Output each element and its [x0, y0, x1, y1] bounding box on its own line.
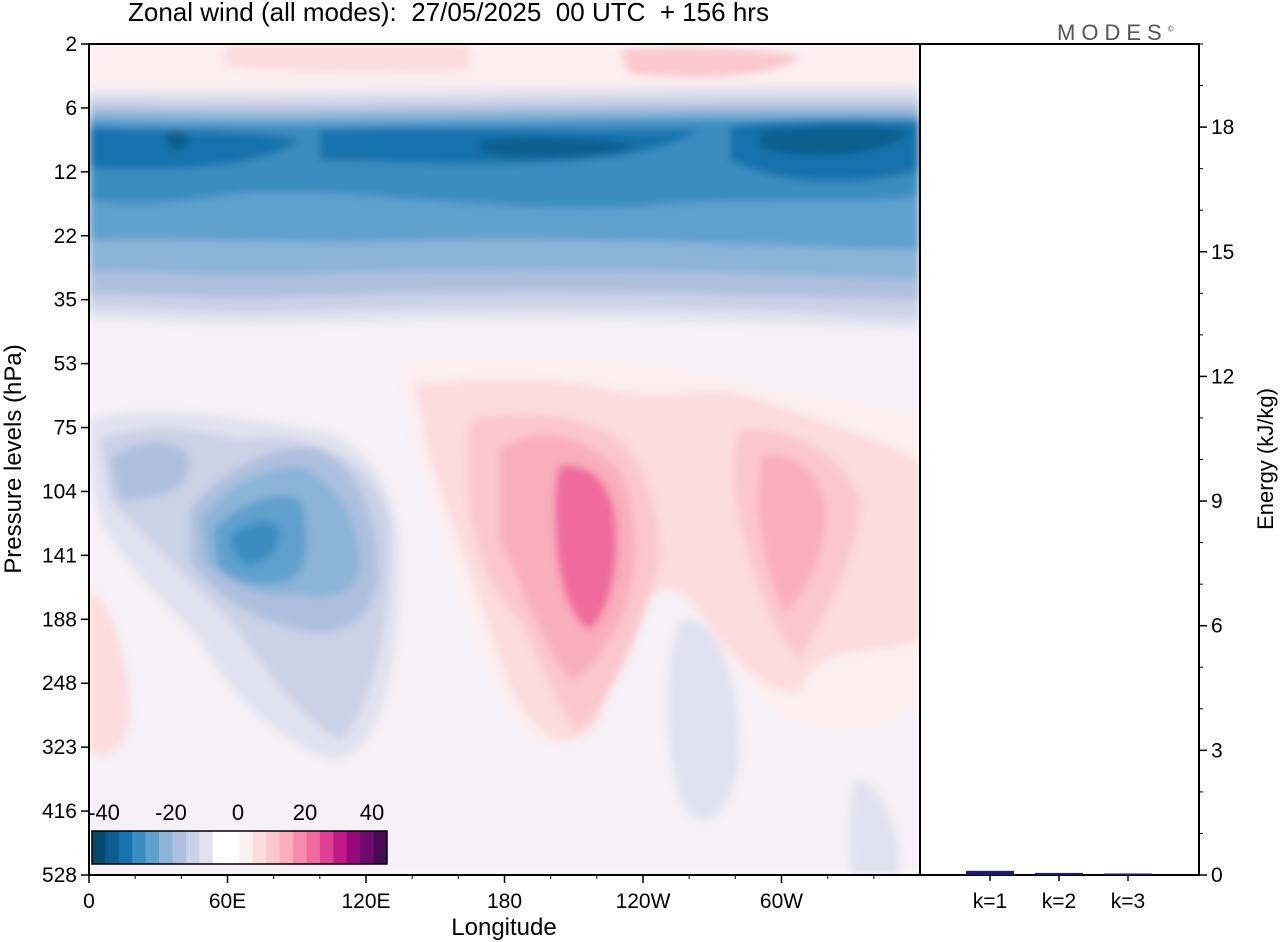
y-tick-label: 22	[54, 225, 77, 248]
colorbar-swatch	[306, 831, 321, 864]
x-tick-label: 120E	[341, 890, 390, 913]
colorbar-swatch	[333, 831, 348, 864]
colorbar-swatch	[360, 831, 375, 864]
y-tick-label: 528	[42, 864, 77, 887]
chart-title: Zonal wind (all modes): 27/05/2025 00 UT…	[128, 0, 769, 27]
colorbar: -40 -20 0 20 40	[88, 800, 388, 865]
colorbar-tick-label: 40	[360, 800, 384, 825]
colorbar-swatch	[105, 831, 120, 864]
x-tick-label: 60W	[760, 890, 803, 913]
energy-panel-frame	[919, 43, 1200, 876]
energy-tick-label: 9	[1211, 490, 1223, 513]
colorbar-frame	[91, 830, 388, 865]
energy-bar	[1035, 872, 1083, 875]
colorbar-swatch	[118, 831, 133, 864]
colorbar-swatch	[293, 831, 308, 864]
colorbar-swatch	[212, 831, 227, 864]
x-tick-label: 120W	[616, 890, 671, 913]
colorbar-tick-label: 20	[293, 800, 317, 825]
y-tick-label: 416	[42, 800, 77, 823]
y-tick-label: 2	[65, 33, 77, 56]
energy-category-label: k=2	[1042, 890, 1076, 913]
x-axis-label: Longitude	[451, 914, 556, 941]
energy-tick-label: 6	[1211, 615, 1223, 638]
y-tick-label: 35	[54, 289, 77, 312]
x-axis: 0 60E 120E 180 120W 60W	[83, 875, 875, 913]
y-tick-label: 6	[65, 97, 77, 120]
energy-axis-label: Energy (kJ/kg)	[1253, 388, 1278, 530]
colorbar-swatch	[132, 831, 147, 864]
y-tick-label: 75	[54, 417, 77, 440]
y-tick-label: 104	[42, 480, 77, 503]
y-tick-label: 53	[54, 353, 77, 376]
colorbar-swatch	[266, 831, 281, 864]
x-tick-label: 180	[487, 890, 522, 913]
colorbar-swatch	[145, 831, 160, 864]
y-axis-label: Pressure levels (hPa)	[0, 344, 27, 573]
y-tick-label: 141	[42, 544, 77, 567]
heatmap-field	[89, 44, 920, 875]
colorbar-swatch	[92, 831, 106, 864]
colorbar-swatch	[319, 831, 334, 864]
y-tick-label: 248	[42, 672, 77, 695]
energy-tick-label: 0	[1211, 864, 1223, 887]
colorbar-tick-label: 0	[232, 800, 244, 825]
energy-tick-label: 3	[1211, 739, 1223, 762]
energy-tick-label: 12	[1211, 365, 1234, 388]
energy-axis: 0 3 6 9 12 15 18	[1199, 43, 1234, 887]
energy-tick-label: 15	[1211, 241, 1234, 264]
colorbar-swatch	[279, 831, 294, 864]
x-tick-label: 60E	[209, 890, 246, 913]
y-tick-label: 188	[42, 608, 77, 631]
colorbar-swatch	[199, 831, 214, 864]
energy-bars: k=1 k=2 k=3	[966, 870, 1152, 913]
y-tick-label: 12	[54, 161, 77, 184]
colorbar-swatch	[346, 831, 361, 864]
modes-logo: MODES©	[1057, 20, 1174, 45]
colorbar-swatch	[172, 831, 187, 864]
energy-tick-label: 18	[1211, 116, 1234, 139]
colorbar-swatch	[252, 831, 267, 864]
colorbar-swatch	[373, 831, 388, 864]
colorbar-swatch	[239, 831, 254, 864]
energy-category-label: k=1	[973, 890, 1007, 913]
energy-bar	[966, 870, 1014, 875]
energy-category-label: k=3	[1111, 890, 1145, 913]
energy-bar	[1104, 873, 1152, 875]
y-axis: 2 6 12 22 35 53 75 104 141 188 248 323 416 528	[42, 33, 89, 887]
x-tick-label: 0	[83, 890, 95, 913]
colorbar-swatch	[159, 831, 173, 864]
colorbar-tick-label: -20	[155, 800, 187, 825]
colorbar-swatch	[185, 831, 200, 864]
colorbar-tick-label: -40	[88, 800, 120, 825]
y-tick-label: 323	[42, 736, 77, 759]
colorbar-swatch	[226, 831, 240, 864]
